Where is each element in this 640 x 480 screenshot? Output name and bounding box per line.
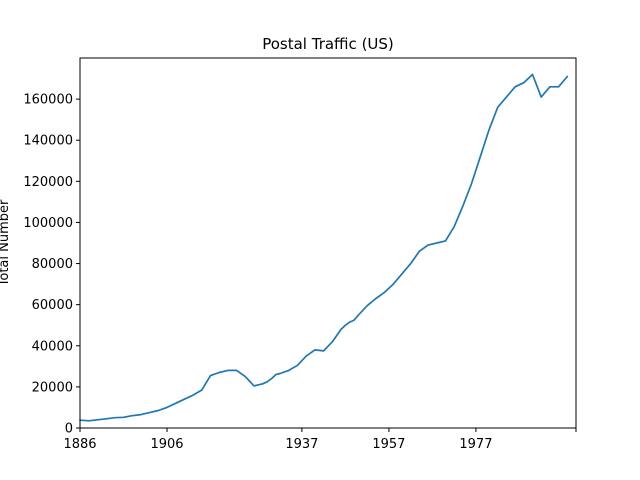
plot-area: 0 20000 40000 60000 80000 100000 120000 140000 1… [23,73,577,452]
y-tick-label: 140000 [23,134,73,149]
y-tick-label: 100000 [23,216,73,231]
x-tick-label: 1977 [459,437,492,452]
y-tick-label: 60000 [32,298,73,313]
plot-frame [79,57,577,429]
y-tick-label: 40000 [32,339,73,354]
y-tick-label: 0 [65,422,73,437]
chart-title: Postal Traffic (US) [262,35,394,53]
series-line [79,73,569,422]
y-axis-label: Total Number [0,199,12,287]
y-tick-label: 20000 [32,380,73,395]
y-tick-label: 80000 [32,257,73,272]
x-tick-label: 1937 [285,437,318,452]
x-tick-label: 1906 [150,437,183,452]
y-tick-label: 160000 [23,93,73,108]
x-tick-label: 1886 [63,437,96,452]
y-tick-label: 120000 [23,175,73,190]
x-tick-label: 1957 [372,437,405,452]
